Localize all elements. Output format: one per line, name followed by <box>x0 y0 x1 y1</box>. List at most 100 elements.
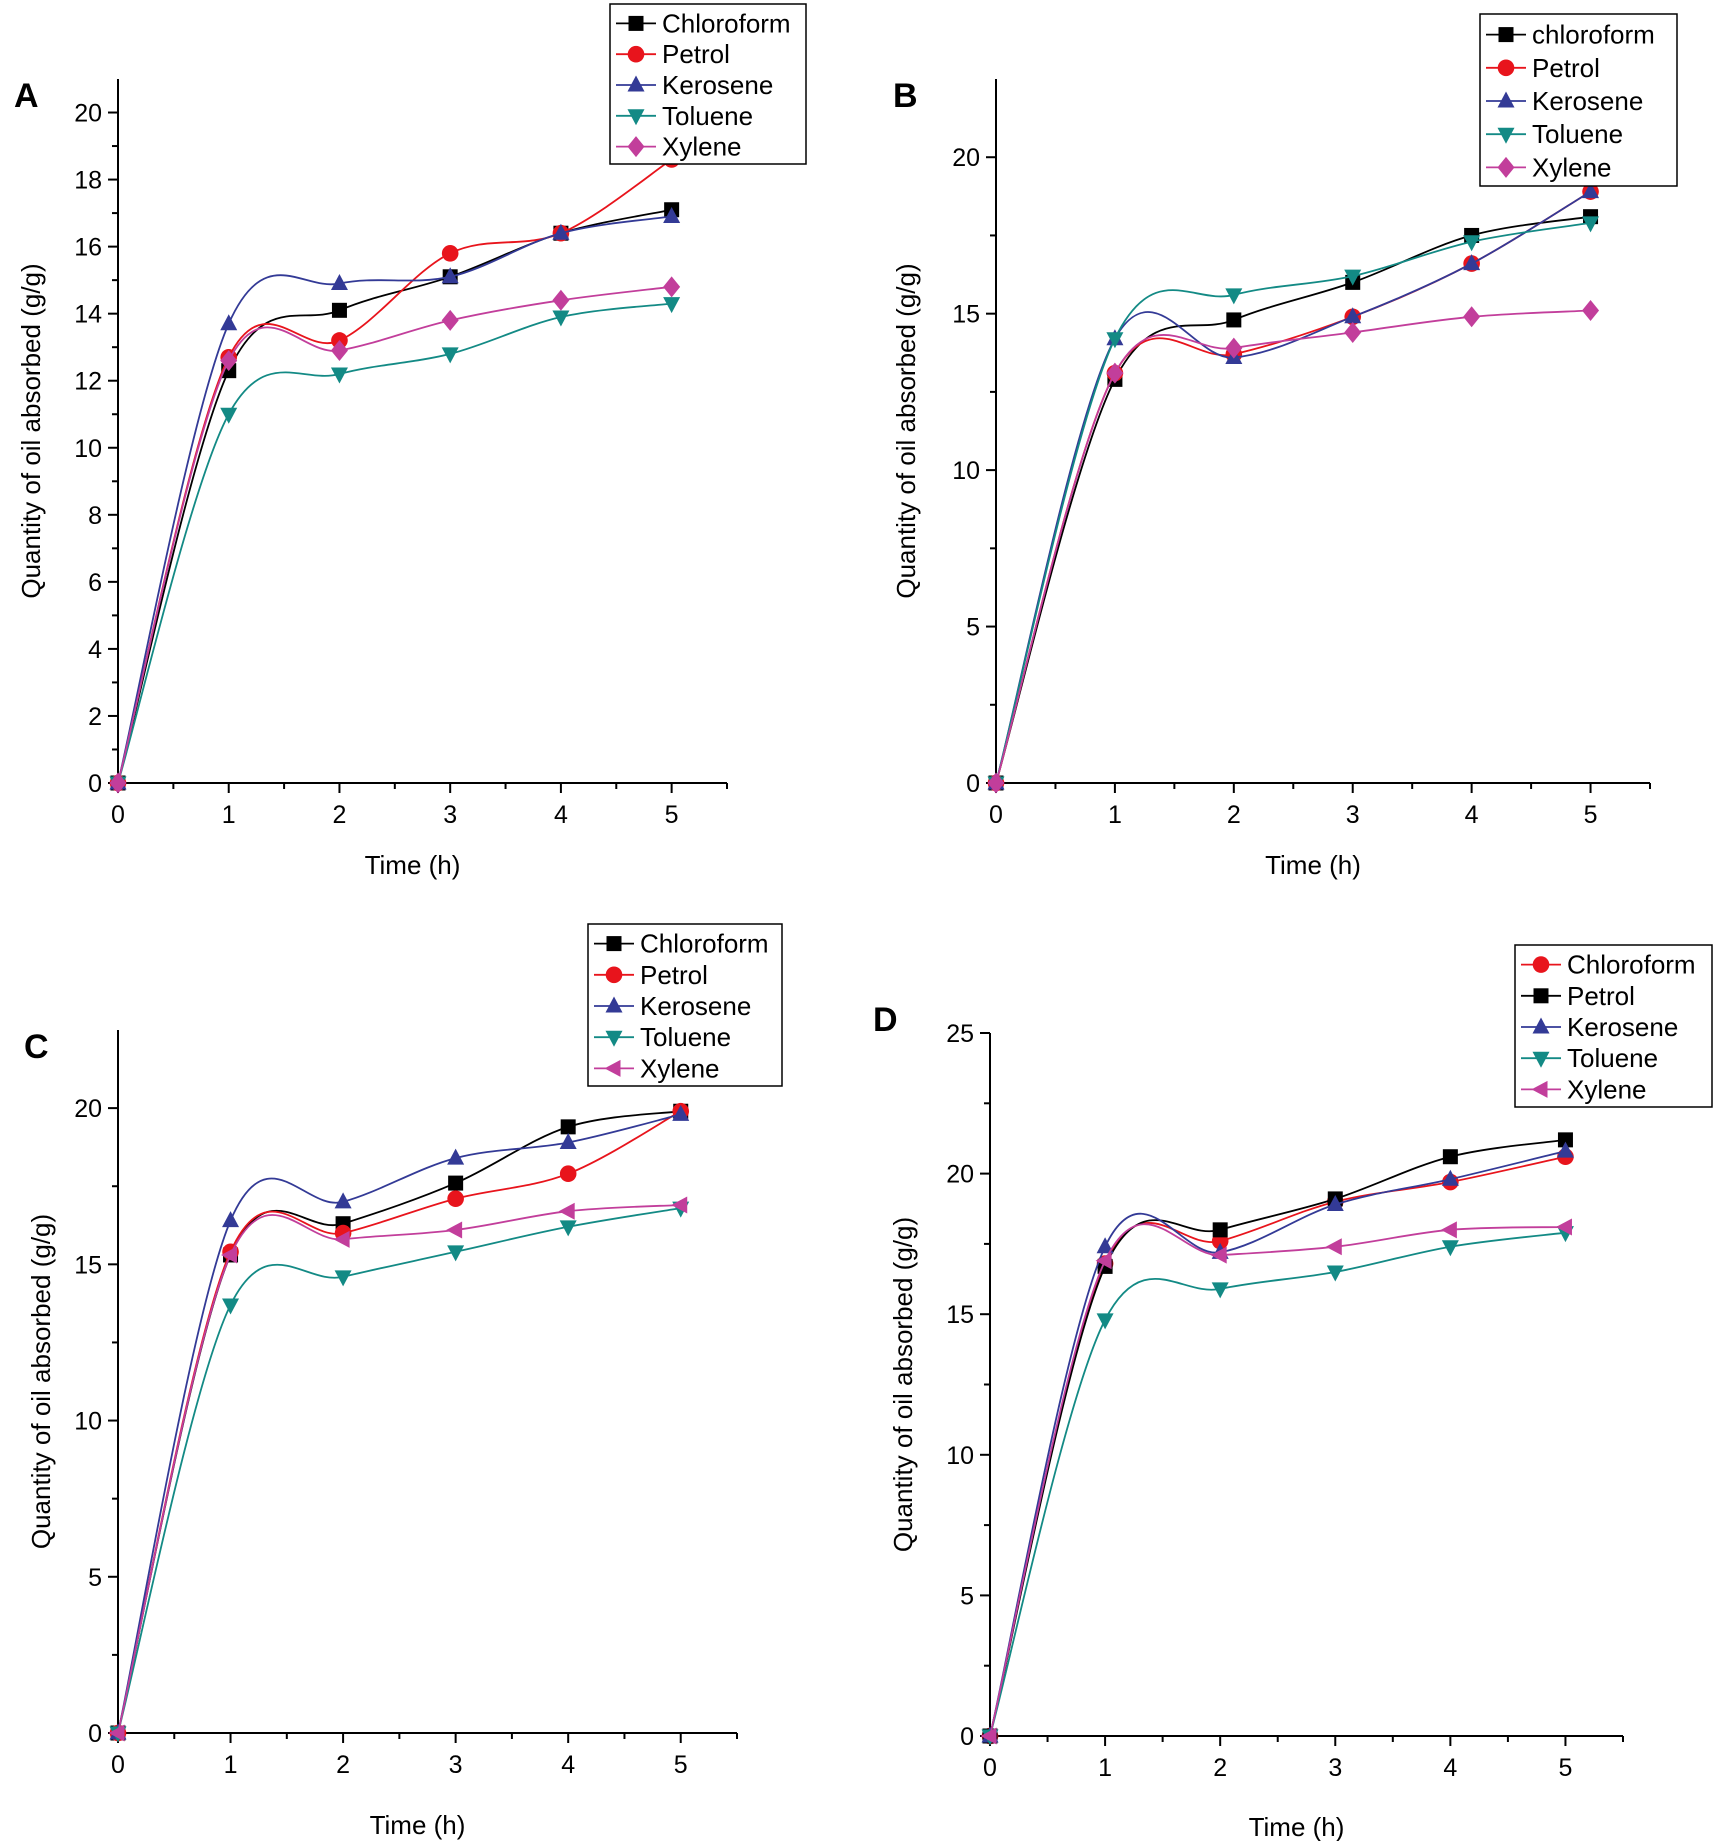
data-point <box>1463 235 1481 252</box>
data-point <box>1326 1265 1344 1282</box>
x-tick-label: 4 <box>561 1751 575 1779</box>
legend-label: Xylene <box>640 1053 720 1083</box>
series-petrol <box>987 183 1599 792</box>
legend-marker <box>1497 91 1515 108</box>
legend-marker <box>627 45 645 63</box>
y-tick-label: 18 <box>74 167 102 195</box>
series-xylene <box>987 300 1600 794</box>
data-point <box>1095 1252 1112 1270</box>
legend-label: Toluene <box>1532 119 1623 149</box>
data-point <box>672 1104 690 1121</box>
legend-marker <box>627 109 645 126</box>
x-tick-label: 2 <box>336 1751 350 1779</box>
legend-marker <box>627 136 645 158</box>
legend-marker <box>628 15 644 31</box>
legend-label: Toluene <box>1567 1043 1658 1073</box>
data-point <box>330 340 348 362</box>
data-point <box>448 1175 464 1191</box>
data-point <box>671 1196 688 1214</box>
legend-label: Chloroform <box>640 929 769 959</box>
x-tick-label: 4 <box>1443 1754 1457 1782</box>
x-tick-label: 1 <box>1108 801 1122 829</box>
data-point <box>1226 312 1242 328</box>
x-axis-label: Time (h) <box>1249 1812 1345 1841</box>
y-axis-label: Quantity of oil absorbed (g/g) <box>891 263 921 598</box>
x-tick-label: 3 <box>1328 1754 1342 1782</box>
series-line <box>117 285 672 784</box>
data-point <box>334 1192 352 1209</box>
y-axis-label: Quantity of oil absorbed (g/g) <box>16 263 46 598</box>
panel-letter: C <box>24 1028 49 1066</box>
legend-marker <box>1497 127 1515 144</box>
data-point <box>330 273 348 290</box>
legend-marker <box>606 936 622 952</box>
y-tick-label: 10 <box>74 435 102 463</box>
data-point <box>1106 362 1124 384</box>
chart-panel-b: B 0 5 10 15 20 0 1 2 3 4 5 Time (h) Quantity of oil a… <box>891 13 1678 880</box>
data-point <box>1441 1169 1459 1186</box>
data-point <box>1325 1238 1342 1256</box>
data-point <box>987 772 1005 794</box>
legend-marker <box>1531 1080 1548 1098</box>
legend-label: Toluene <box>662 101 753 131</box>
x-tick-label: 5 <box>674 1751 688 1779</box>
data-point <box>1441 1240 1459 1257</box>
series-toluene <box>987 216 1600 793</box>
series-petrol <box>109 1102 690 1742</box>
y-tick-label: 5 <box>88 1564 102 1592</box>
series-line <box>995 222 1591 784</box>
legend-label: Kerosene <box>640 991 751 1021</box>
legend-marker <box>605 966 623 984</box>
data-point <box>222 1211 240 1228</box>
series-kerosene <box>981 1141 1574 1743</box>
panel-letter: A <box>14 77 39 115</box>
series-line <box>117 302 672 784</box>
legend-label: Petrol <box>662 39 730 69</box>
y-tick-label: 10 <box>952 457 980 485</box>
series-xylene <box>108 1196 688 1742</box>
data-point <box>108 1724 125 1742</box>
series-line <box>995 190 1591 784</box>
legend-marker <box>1497 156 1515 178</box>
series-kerosene <box>987 182 1600 790</box>
legend-label: Petrol <box>640 960 708 990</box>
data-point <box>560 1119 576 1135</box>
data-point <box>559 1220 577 1237</box>
y-tick-label: 20 <box>74 100 102 128</box>
data-point <box>1211 1282 1229 1299</box>
x-tick-label: 3 <box>449 1751 463 1779</box>
legend-marker <box>1532 1051 1550 1068</box>
data-point <box>441 267 459 284</box>
series-xylene <box>109 276 681 794</box>
data-point <box>109 772 127 794</box>
data-point <box>446 1221 463 1239</box>
chart-panel-d: D 0 5 10 15 20 25 0 1 2 3 4 5 Time (h) Quantity of oil… <box>873 944 1713 1841</box>
y-tick-label: 20 <box>946 1161 974 1189</box>
legend-marker <box>1532 956 1550 973</box>
y-tick-label: 8 <box>88 502 102 530</box>
series-kerosene <box>109 206 681 790</box>
legend-marker <box>1497 59 1515 77</box>
y-tick-label: 6 <box>88 569 102 597</box>
data-point <box>558 1202 575 1220</box>
y-tick-label: 16 <box>74 234 102 262</box>
data-point <box>1555 1218 1572 1236</box>
chart-panel-c: C 0 5 10 15 20 0 1 2 3 4 5 Time (h) Quantity of oil a… <box>24 923 783 1840</box>
legend-label: Chloroform <box>662 8 791 38</box>
y-tick-label: 15 <box>946 1301 974 1329</box>
data-point <box>1326 1195 1344 1212</box>
legend-label: Petrol <box>1532 53 1600 83</box>
series-line <box>117 1113 681 1734</box>
x-tick-label: 4 <box>554 801 568 829</box>
data-point <box>220 314 238 331</box>
y-tick-label: 5 <box>966 614 980 642</box>
series-chloroform <box>110 1103 689 1741</box>
x-tick-label: 2 <box>1213 1754 1227 1782</box>
x-tick-label: 4 <box>1465 801 1479 829</box>
x-tick-label: 0 <box>111 1751 125 1779</box>
data-point <box>1344 321 1362 343</box>
